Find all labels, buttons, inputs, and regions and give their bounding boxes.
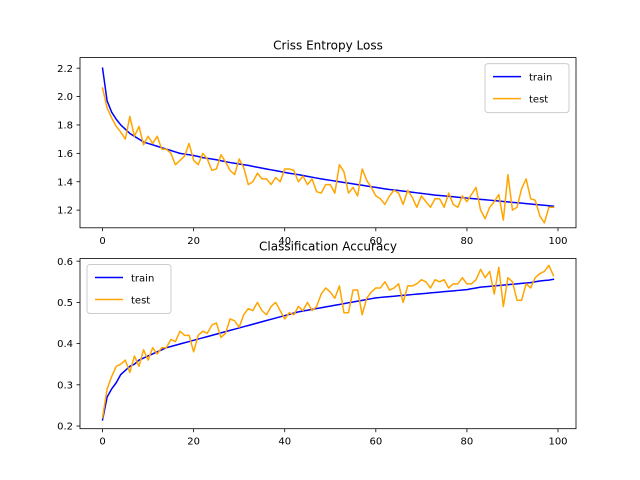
legend-box: [86, 264, 172, 314]
y-tick-label: 0.3: [57, 380, 73, 391]
x-tick-label: 100: [548, 236, 567, 247]
legend-box: [484, 63, 570, 114]
series-line-test: [101, 264, 555, 419]
series-line-train: [101, 278, 555, 421]
y-tick-label: 1.4: [57, 177, 73, 188]
legend: train test: [484, 63, 570, 114]
chart-panel-1: 0 20 40 60 80 100 1.2 1.4 1.6 1.8 2.0 2.2 Criss Entr…: [57, 39, 577, 247]
y-tick-label: 0.5: [57, 298, 73, 309]
y-tick-label: 2.2: [57, 64, 73, 75]
y-tick-label: 0.2: [57, 422, 73, 433]
x-tick-label: 80: [461, 236, 474, 247]
legend-label-test: test: [529, 95, 548, 106]
x-tick-label: 0: [99, 437, 105, 448]
x-tick-label: 0: [99, 236, 105, 247]
legend-label-train: train: [131, 274, 154, 285]
x-tick-label: 20: [187, 437, 200, 448]
x-tick-label: 60: [369, 437, 382, 448]
x-tick-label: 80: [461, 437, 474, 448]
chart-title: Classification Accuracy: [259, 240, 397, 254]
legend-label-test: test: [131, 296, 150, 307]
axes-frame: [79, 57, 577, 229]
y-tick-label: 2.0: [57, 92, 73, 103]
y-tick-label: 0.4: [57, 339, 73, 350]
y-tick-label: 1.6: [57, 149, 73, 160]
series-line-test: [101, 87, 555, 224]
x-tick-label: 20: [187, 236, 200, 247]
y-tick-label: 1.8: [57, 121, 73, 132]
chart-panel-2: 0 20 40 60 80 100 0.2 0.3 0.4 0.5 0.6 Classificatio…: [57, 240, 577, 448]
legend: train test: [86, 264, 172, 314]
x-tick-label: 60: [369, 236, 382, 247]
y-tick-label: 1.2: [57, 206, 73, 217]
x-tick-label: 100: [548, 437, 567, 448]
legend-label-train: train: [529, 73, 552, 84]
y-tick-label: 0.6: [57, 257, 73, 268]
x-tick-label: 40: [278, 236, 291, 247]
chart-title: Criss Entropy Loss: [273, 39, 383, 53]
x-tick-label: 40: [278, 437, 291, 448]
